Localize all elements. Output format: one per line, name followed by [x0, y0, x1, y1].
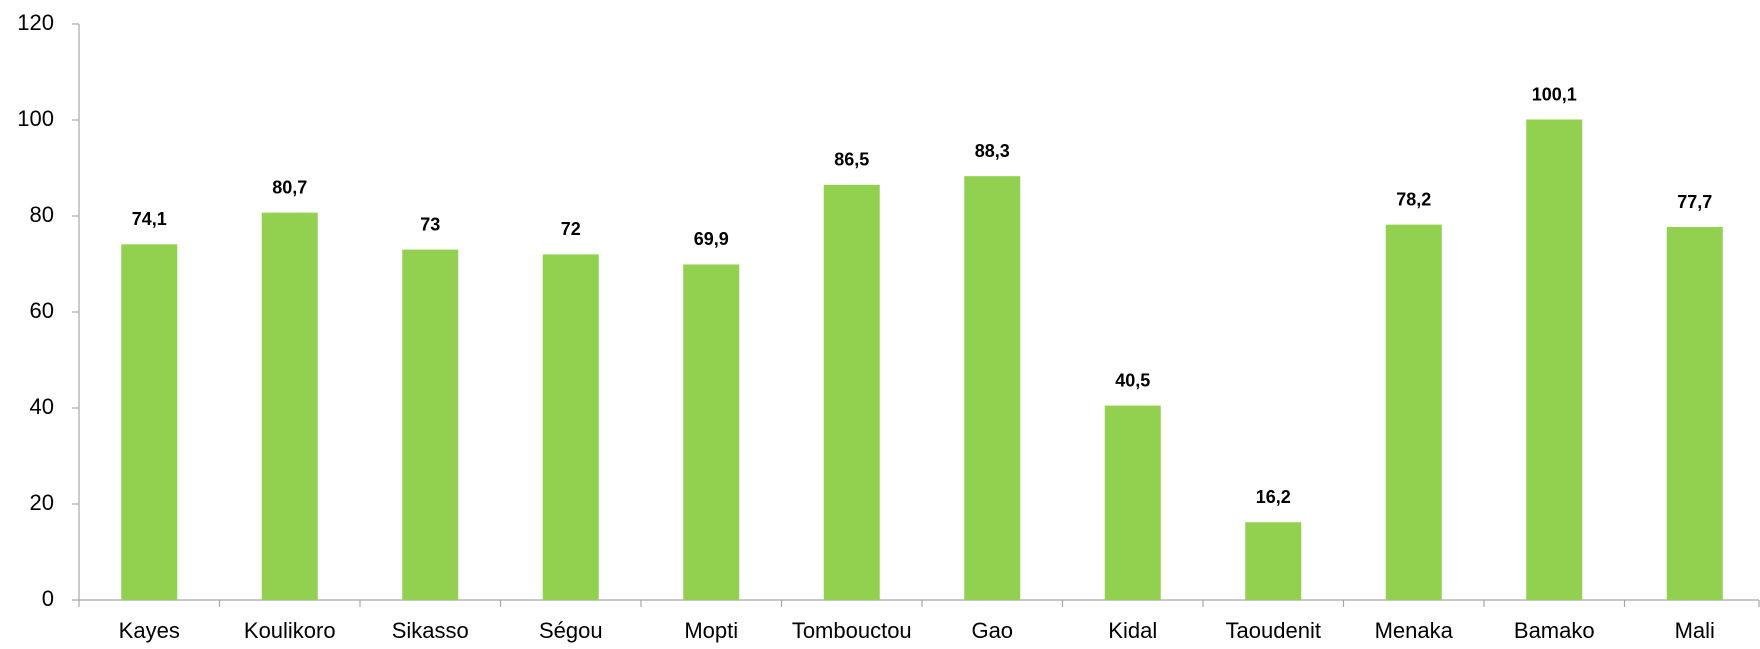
bar — [1104, 405, 1161, 600]
data-label: 40,5 — [1115, 370, 1150, 390]
data-label: 72 — [561, 219, 581, 239]
y-tick-label: 0 — [42, 586, 54, 611]
data-label: 16,2 — [1256, 487, 1291, 507]
y-tick-label: 80 — [30, 202, 54, 227]
bar — [121, 244, 178, 600]
y-tick-label: 120 — [17, 10, 54, 35]
data-label: 88,3 — [975, 141, 1010, 161]
x-tick-label: Menaka — [1375, 618, 1454, 643]
x-tick-label: Mopti — [684, 618, 738, 643]
data-label: 77,7 — [1677, 192, 1712, 212]
bar — [823, 184, 880, 601]
bar — [1245, 522, 1302, 600]
data-label: 78,2 — [1396, 189, 1431, 209]
y-tick-label: 40 — [30, 394, 54, 419]
bar — [683, 264, 740, 600]
data-label: 73 — [420, 214, 440, 234]
x-tick-label: Ségou — [539, 618, 603, 643]
data-label: 86,5 — [834, 150, 869, 170]
data-label: 74,1 — [132, 209, 167, 229]
bar — [964, 176, 1021, 600]
bar — [261, 212, 318, 600]
y-tick-label: 100 — [17, 106, 54, 131]
x-tick-label: Tombouctou — [792, 618, 912, 643]
x-tick-label: Taoudenit — [1226, 618, 1321, 643]
x-tick-label: Mali — [1675, 618, 1715, 643]
x-tick-label: Kidal — [1108, 618, 1157, 643]
x-tick-label: Sikasso — [392, 618, 469, 643]
bar — [1666, 227, 1723, 601]
data-label: 69,9 — [694, 229, 729, 249]
bar — [1526, 119, 1583, 601]
y-tick-label: 20 — [30, 490, 54, 515]
x-tick-label: Bamako — [1514, 618, 1595, 643]
x-tick-label: Koulikoro — [244, 618, 336, 643]
x-tick-label: Kayes — [119, 618, 180, 643]
bar — [1385, 224, 1442, 600]
data-label: 80,7 — [272, 177, 307, 197]
y-tick-label: 60 — [30, 298, 54, 323]
bar — [542, 254, 599, 600]
x-tick-label: Gao — [971, 618, 1013, 643]
bar — [402, 249, 459, 600]
data-label: 100,1 — [1532, 84, 1577, 104]
